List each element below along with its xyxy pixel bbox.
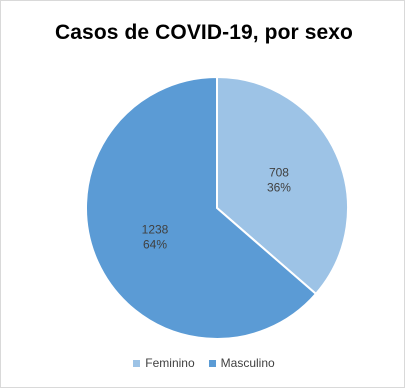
data-label-value-feminino: 708: [269, 166, 289, 180]
legend-item-feminino: Feminino: [133, 356, 195, 370]
pie-slice-feminino: [216, 75, 349, 296]
legend-item-masculino: Masculino: [208, 356, 275, 370]
pie-slice-masculino: [85, 75, 318, 340]
legend-label-masculino: Masculino: [220, 356, 275, 370]
chart-title: Casos de COVID-19, por sexo: [55, 21, 353, 44]
legend-label-feminino: Feminino: [145, 356, 195, 370]
legend: Feminino Masculino: [1, 356, 406, 370]
data-label-percent-feminino: 36%: [267, 181, 291, 195]
legend-swatch-feminino: [133, 359, 141, 367]
legend-swatch-masculino: [208, 359, 216, 367]
data-label-percent-masculino: 64%: [143, 237, 167, 251]
data-label-value-masculino: 1238: [142, 222, 169, 236]
